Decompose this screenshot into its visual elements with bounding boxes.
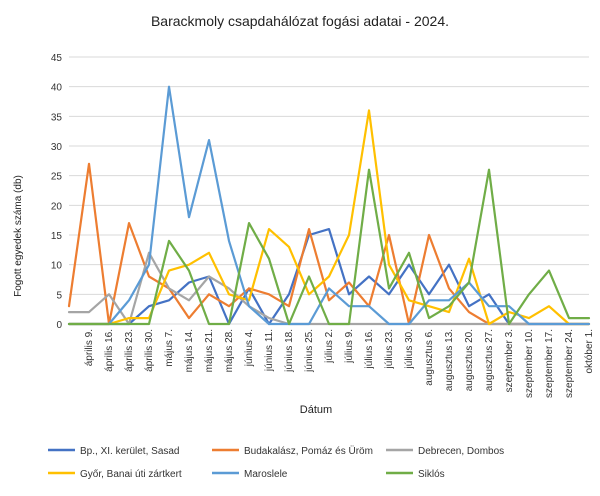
x-axis-ticks: április 9. április 16. április 23. április … bbox=[84, 329, 595, 398]
x-tick-label: július 9. bbox=[344, 329, 355, 364]
x-tick-label: április 9. bbox=[84, 329, 95, 366]
x-tick-label: április 16. bbox=[104, 329, 115, 372]
x-tick-label: július 30. bbox=[404, 329, 415, 369]
x-tick-label: június 18. bbox=[284, 329, 295, 373]
y-tick-label: 40 bbox=[51, 83, 63, 94]
x-tick-label: június 4. bbox=[244, 329, 255, 367]
x-tick-label: május 14. bbox=[184, 329, 195, 372]
x-tick-label: május 7. bbox=[164, 329, 175, 367]
x-tick-label: augusztus 6. bbox=[424, 329, 435, 386]
x-tick-label: július 23. bbox=[384, 329, 395, 369]
y-tick-label: 45 bbox=[51, 53, 63, 64]
legend-label: Budakalász, Pomáz és Üröm bbox=[244, 445, 373, 457]
x-tick-label: augusztus 27. bbox=[484, 329, 495, 391]
x-tick-label: augusztus 13. bbox=[444, 329, 455, 391]
x-tick-label: szeptember 24. bbox=[564, 329, 575, 398]
x-tick-label: május 21. bbox=[204, 329, 215, 372]
y-tick-label: 10 bbox=[51, 261, 63, 272]
x-tick-label: július 2. bbox=[324, 329, 335, 364]
y-axis-label: Fogott egyedek száma (db) bbox=[13, 175, 24, 297]
series-line-2 bbox=[67, 162, 591, 326]
y-axis-ticks: 0 5 10 15 20 25 30 35 40 45 bbox=[51, 53, 63, 331]
legend-label: Győr, Banai úti zártkert bbox=[80, 469, 182, 480]
x-tick-label: július 16. bbox=[364, 329, 375, 369]
y-tick-label: 25 bbox=[51, 172, 63, 183]
y-tick-label: 0 bbox=[56, 320, 62, 331]
y-tick-label: 30 bbox=[51, 142, 63, 153]
x-tick-label: június 25. bbox=[304, 329, 315, 373]
y-tick-label: 5 bbox=[56, 290, 62, 301]
x-tick-label: szeptember 3. bbox=[504, 329, 515, 392]
series-line-4 bbox=[67, 109, 591, 326]
y-tick-label: 20 bbox=[51, 201, 63, 212]
x-tick-label: április 23. bbox=[124, 329, 135, 372]
gridlines bbox=[69, 56, 589, 325]
x-axis-label: Dátum bbox=[300, 404, 332, 416]
chart-title: Barackmoly csapdahálózat fogási adatai -… bbox=[151, 13, 449, 29]
series-line-5 bbox=[67, 85, 591, 326]
legend-label: Maroslele bbox=[244, 469, 288, 480]
y-tick-label: 15 bbox=[51, 231, 63, 242]
y-tick-label: 35 bbox=[51, 112, 63, 123]
legend-label: Siklós bbox=[418, 469, 445, 480]
x-tick-label: május 28. bbox=[224, 329, 235, 372]
legend-label: Bp., XI. kerület, Sasad bbox=[80, 446, 180, 457]
x-tick-label: szeptember 17. bbox=[544, 329, 555, 398]
x-tick-label: április 30. bbox=[144, 329, 155, 372]
x-tick-label: augusztus 20. bbox=[464, 329, 475, 391]
series-lines bbox=[67, 85, 591, 326]
x-tick-label: szeptember 10. bbox=[524, 329, 535, 398]
legend-label: Debrecen, Dombos bbox=[418, 446, 504, 457]
x-tick-label: október 1. bbox=[584, 329, 595, 373]
series-line-6 bbox=[67, 168, 591, 326]
x-tick-label: június 11. bbox=[264, 329, 275, 372]
legend: Bp., XI. kerület, Sasad Budakalász, Pomáz… bbox=[48, 445, 504, 480]
